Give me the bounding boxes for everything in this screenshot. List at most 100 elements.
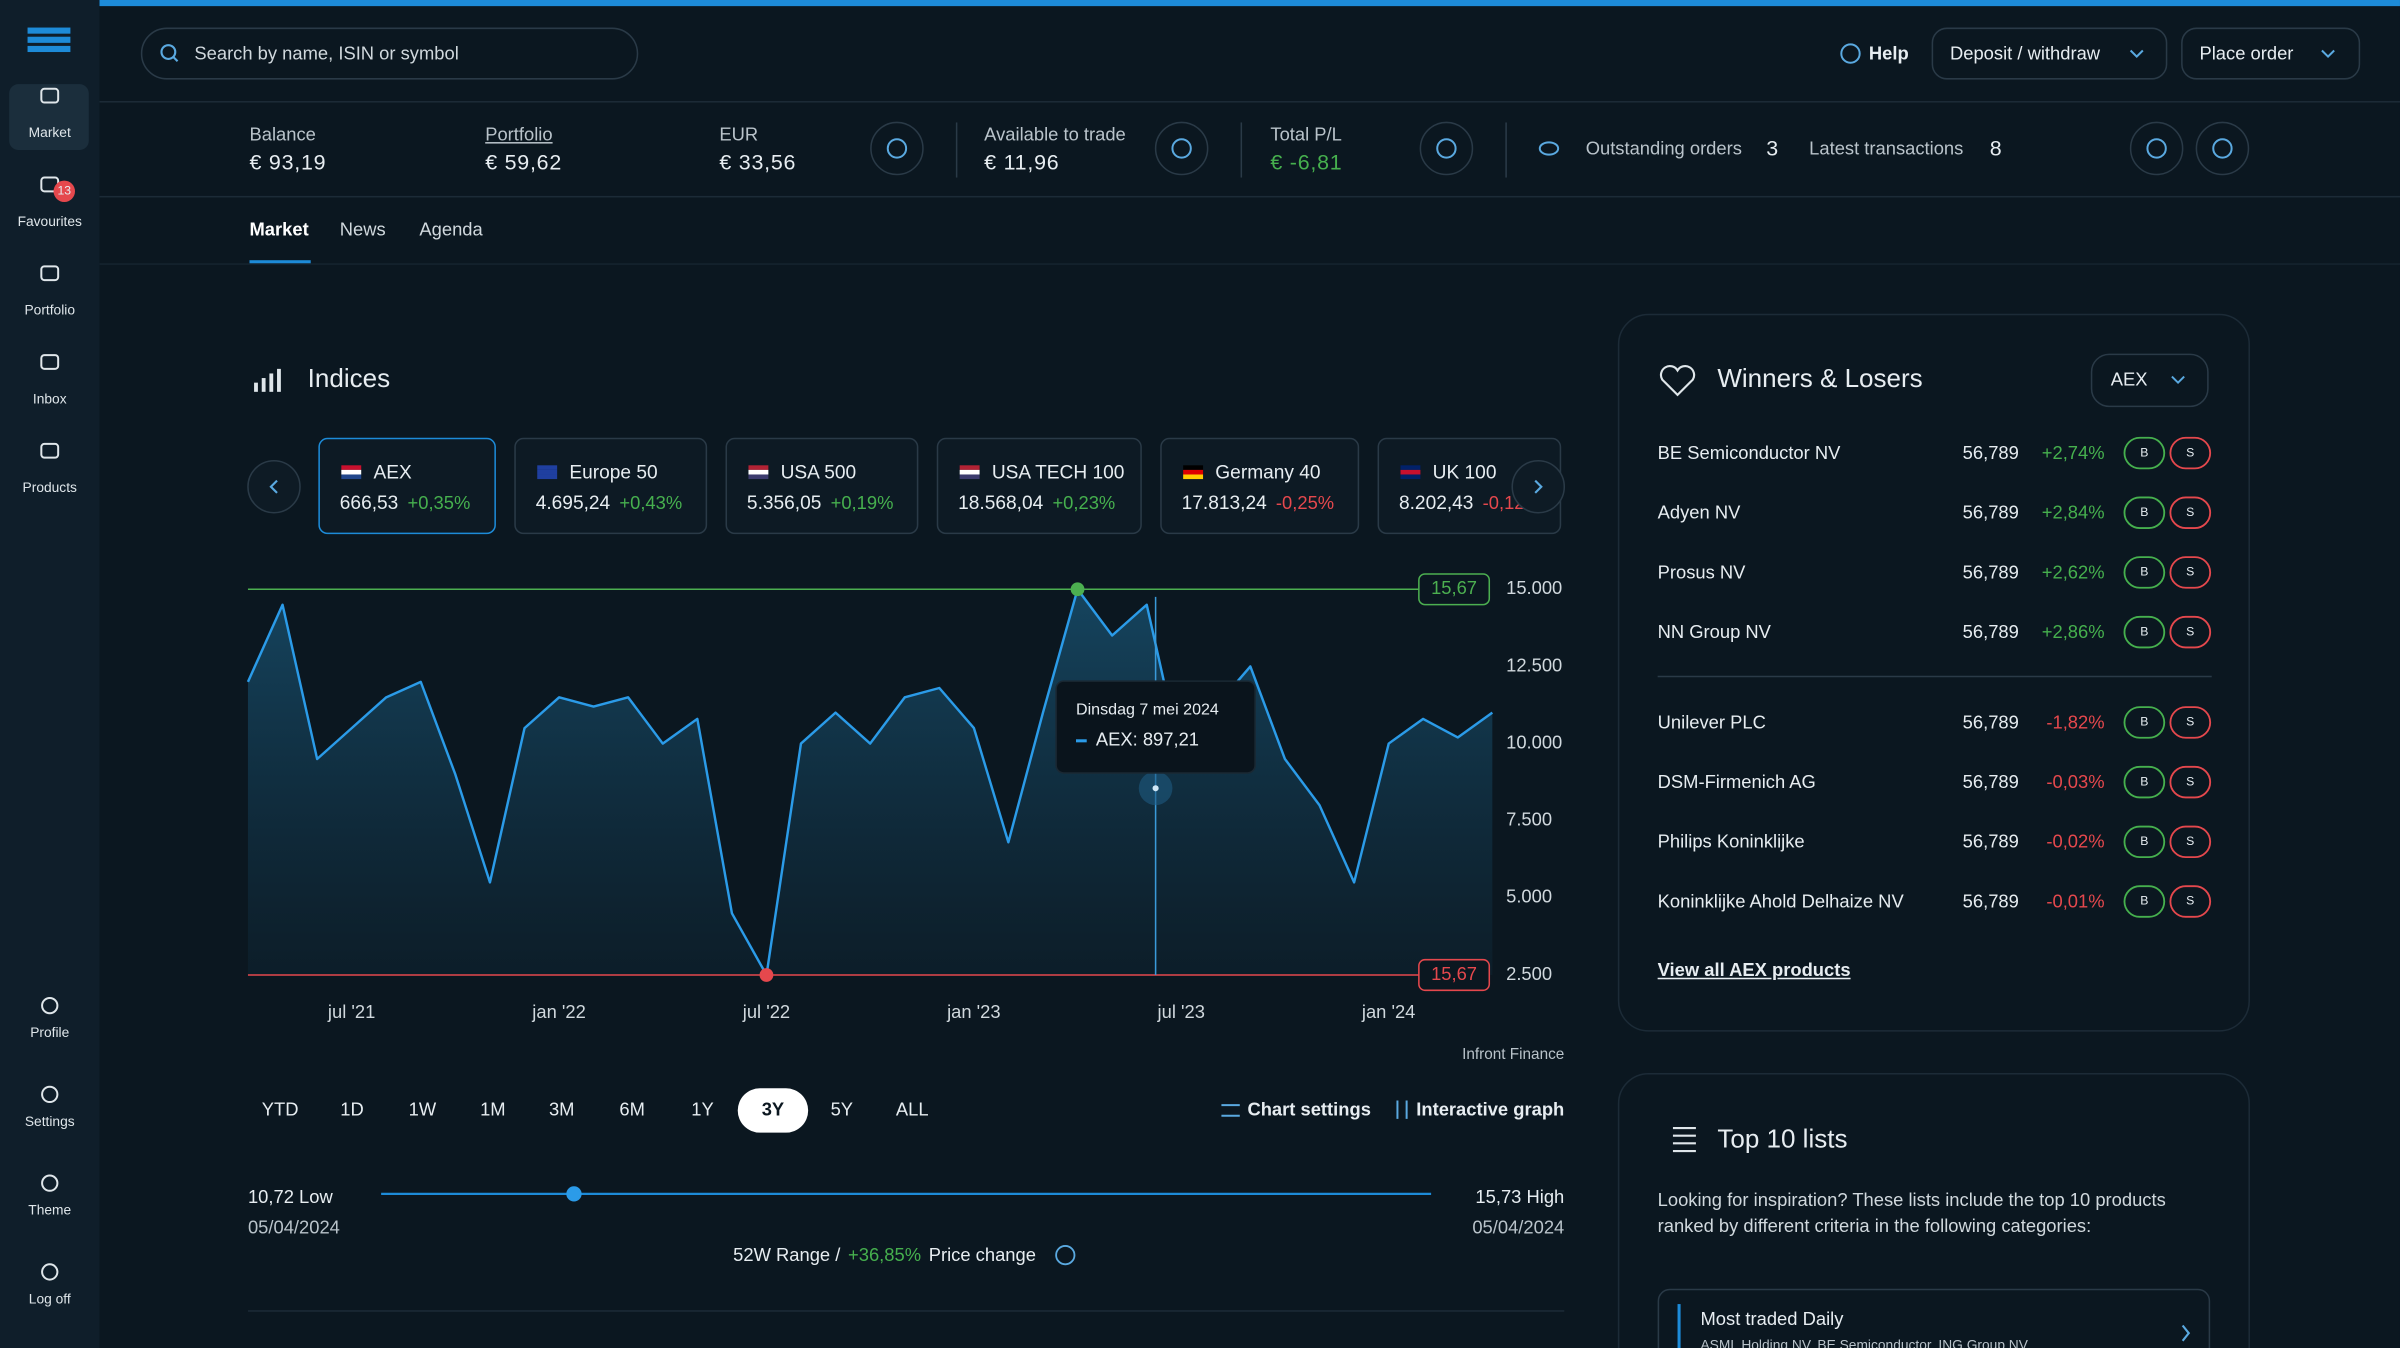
stock-name[interactable]: NN Group NV bbox=[1657, 621, 1771, 643]
index-card[interactable]: USA 500 5.356,05 +0,19% bbox=[725, 437, 919, 535]
index-card[interactable]: Europe 50 4.695,24 +0,43% bbox=[514, 437, 708, 535]
x-tick-label: jan '23 bbox=[946, 1001, 1001, 1022]
tooltip-value: AEX: 897,21 bbox=[1096, 729, 1199, 750]
index-name: AEX bbox=[373, 461, 412, 483]
selector-label: AEX bbox=[2110, 368, 2148, 391]
flag bbox=[748, 465, 769, 470]
top10-item[interactable] bbox=[1657, 1288, 2211, 1348]
index-value: 8.202,43 bbox=[1398, 492, 1474, 514]
sidebar-item[interactable]: Favourites bbox=[17, 213, 82, 229]
stock-change: +2,86% bbox=[2041, 621, 2105, 643]
buy-button bbox=[2123, 706, 2166, 739]
stock-name[interactable]: BE Semiconductor NV bbox=[1657, 442, 1841, 464]
heart-icon bbox=[1659, 365, 1696, 397]
tab[interactable]: Market bbox=[249, 218, 309, 241]
range-button[interactable]: 1M bbox=[480, 1098, 506, 1121]
chevron bbox=[2181, 1324, 2191, 1342]
tab[interactable]: News bbox=[339, 218, 386, 241]
top-accent-bar bbox=[99, 0, 2400, 7]
sidebar-icon bbox=[40, 442, 60, 459]
index-change: -0,25% bbox=[1275, 492, 1335, 514]
stock-change: +2,74% bbox=[2041, 442, 2105, 464]
sidebar-item[interactable]: Market bbox=[28, 124, 71, 141]
index-value: 4.695,24 bbox=[535, 492, 611, 514]
stock-price: 56,789 bbox=[1962, 890, 2019, 912]
stock-price: 56,789 bbox=[1962, 561, 2019, 583]
line bbox=[246, 588, 1494, 977]
range-button[interactable]: 5Y bbox=[830, 1098, 854, 1121]
crosshair-dot bbox=[1152, 785, 1159, 792]
icon-glyph bbox=[886, 138, 908, 159]
icon-glyph bbox=[1436, 138, 1457, 159]
sidebar-icon bbox=[41, 1085, 59, 1104]
icon-button bbox=[2129, 121, 2184, 176]
stock-name[interactable]: Philips Koninklijke bbox=[1657, 830, 1805, 853]
sell-label: S bbox=[2186, 445, 2194, 459]
range-button[interactable]: ALL bbox=[895, 1098, 929, 1121]
flag bbox=[1400, 469, 1421, 475]
view-all-link[interactable]: View all AEX products bbox=[1657, 959, 1851, 981]
stock-name[interactable]: DSM-Firmenich AG bbox=[1657, 771, 1816, 793]
icon-glyph bbox=[1171, 138, 1192, 159]
order-button[interactable] bbox=[2181, 27, 2361, 80]
summary-value: € 59,62 bbox=[485, 149, 563, 174]
stock-name[interactable]: Prosus NV bbox=[1657, 561, 1746, 583]
stock-price: 56,789 bbox=[1962, 501, 2019, 524]
index-card[interactable]: Germany 40 17.813,24 -0,25% bbox=[1160, 437, 1360, 535]
range-button[interactable]: 1W bbox=[408, 1098, 437, 1121]
transactions-value: 8 bbox=[1989, 135, 2002, 161]
flag bbox=[1400, 474, 1421, 480]
sidebar-item[interactable]: Inbox bbox=[32, 391, 67, 407]
index-card[interactable]: UK 100 8.202,43 -0,12% bbox=[1377, 437, 1562, 535]
range-low: 10,72 Low bbox=[247, 1185, 333, 1208]
chevron bbox=[2129, 49, 2144, 59]
range-active[interactable] bbox=[737, 1088, 809, 1133]
range-button[interactable]: 1D bbox=[340, 1098, 364, 1121]
buy-button bbox=[2123, 436, 2166, 470]
stock-name[interactable]: Koninklijke Ahold Delhaize NV bbox=[1657, 890, 1904, 912]
market-selector[interactable] bbox=[2090, 353, 2209, 408]
index-name: USA TECH 100 bbox=[991, 461, 1125, 483]
sidebar-item[interactable]: Theme bbox=[28, 1202, 72, 1218]
settings-icon bbox=[1221, 1104, 1240, 1117]
tab[interactable]: Agenda bbox=[419, 218, 483, 241]
index-quote: 17.813,24 -0,25% bbox=[1182, 492, 1335, 515]
range-button[interactable]: 3M bbox=[548, 1098, 575, 1121]
buy-button bbox=[2123, 825, 2166, 859]
flag bbox=[959, 465, 980, 470]
stock-name[interactable]: Unilever PLC bbox=[1657, 711, 1766, 733]
stock-change: +2,62% bbox=[2041, 561, 2105, 583]
eye-icon bbox=[1538, 141, 1560, 156]
sell-button bbox=[2169, 706, 2212, 739]
interactive-graph[interactable]: Interactive graph bbox=[1416, 1098, 1565, 1121]
sell-button bbox=[2169, 885, 2212, 918]
index-card[interactable]: AEX 666,53 +0,35% bbox=[318, 437, 496, 535]
chart-settings[interactable]: Chart settings bbox=[1247, 1098, 1371, 1121]
index-card[interactable]: USA TECH 100 18.568,04 +0,23% bbox=[936, 437, 1142, 535]
range-high-date: 05/04/2024 bbox=[1472, 1216, 1565, 1238]
sidebar-icon bbox=[40, 354, 60, 370]
sidebar-item[interactable]: Log off bbox=[28, 1291, 71, 1307]
x-tick-label: jan '24 bbox=[1361, 1001, 1416, 1022]
flag bbox=[341, 469, 362, 475]
transactions-label: Latest transactions bbox=[1809, 137, 1964, 159]
sidebar-item[interactable]: Portfolio bbox=[24, 302, 76, 318]
range-change: +36,85% bbox=[848, 1244, 922, 1266]
range-button[interactable]: 3Y bbox=[761, 1098, 785, 1121]
range-button[interactable]: YTD bbox=[261, 1098, 299, 1121]
sidebar-icon bbox=[40, 87, 60, 104]
deposit-button[interactable] bbox=[1931, 27, 2168, 80]
sidebar-item[interactable]: Settings bbox=[24, 1113, 75, 1129]
summary-label[interactable]: Portfolio bbox=[485, 123, 553, 146]
search-box[interactable] bbox=[140, 27, 639, 80]
buy-button bbox=[2123, 496, 2166, 529]
high-badge-label: 15,67 bbox=[1431, 577, 1477, 598]
stock-name[interactable]: Adyen NV bbox=[1657, 501, 1741, 524]
sidebar-item[interactable]: Profile bbox=[30, 1024, 70, 1041]
sidebar-item[interactable]: Products bbox=[22, 479, 77, 496]
help-button[interactable]: Help bbox=[1868, 42, 1909, 64]
outstanding-label: Outstanding orders bbox=[1585, 137, 1742, 159]
range-button[interactable]: 1Y bbox=[691, 1098, 714, 1121]
range-button[interactable]: 6M bbox=[619, 1098, 645, 1121]
